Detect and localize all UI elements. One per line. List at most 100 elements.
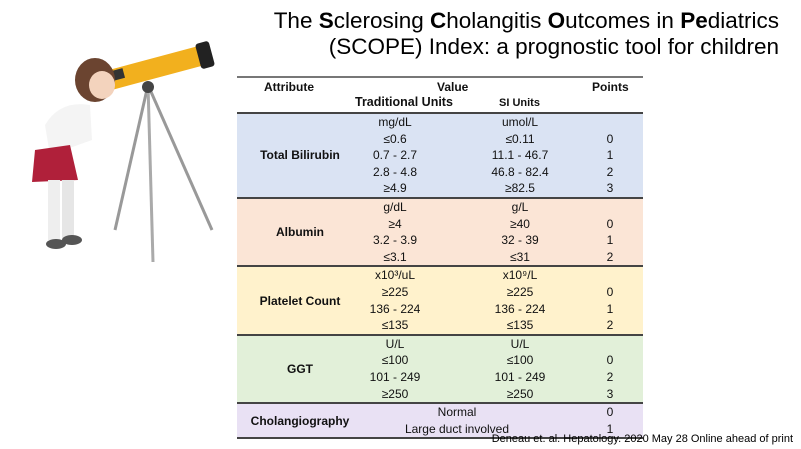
title-fragment: S	[318, 8, 334, 33]
points-cell: 1	[606, 301, 614, 316]
traditional-cell: ≤3.1	[383, 249, 407, 264]
table-top-rule	[237, 76, 643, 78]
traditional-cell: ≥4	[388, 216, 402, 231]
si-cell: 101 - 249	[494, 369, 546, 384]
si-cell: ≥250	[506, 386, 534, 401]
citation: Deneau et. al. Hepatology. 2020 May 28 O…	[491, 433, 793, 445]
points-cell: 0	[606, 131, 614, 146]
traditional-cell: ≤135	[381, 318, 409, 333]
attribute-label: Albumin	[276, 225, 324, 240]
si-cell: U/L	[510, 336, 530, 351]
si-cell: umol/L	[501, 115, 539, 129]
traditional-cell: ≥4.9	[383, 181, 407, 196]
table-body: Total Bilirubin mg/dL umol/L ≤0.6 ≤0.11 0 0.7 …	[237, 112, 643, 440]
table-row: g/dL g/L	[237, 199, 643, 216]
attribute-label: GGT	[287, 361, 313, 376]
header-points: Points	[592, 80, 629, 94]
si-cell: ≥225	[506, 284, 534, 299]
title-fragment: The	[273, 8, 319, 33]
table-row: mg/dL umol/L	[237, 114, 643, 131]
table-row: U/L U/L	[237, 336, 643, 353]
scope-index-table: Attribute Value Points Traditional Units…	[237, 76, 643, 440]
traditional-cell: ≥225	[381, 284, 409, 299]
title-fragment: O	[547, 8, 566, 33]
si-cell: ≤100	[506, 353, 534, 368]
points-cell: 2	[606, 369, 614, 384]
value-cell: Large duct involved	[404, 421, 510, 436]
points-cell: 1	[606, 233, 614, 248]
table-row: 0.7 - 2.7 11.1 - 46.7 1	[237, 147, 643, 164]
table-row: ≥225 ≥225 0	[237, 284, 643, 301]
si-cell: ≤135	[506, 318, 534, 333]
section-ggt: GGT U/L U/L ≤100 ≤100 0 101 - 249 101 - 249 2 ≥25…	[237, 335, 643, 405]
girl-with-telescope-illustration	[32, 41, 215, 263]
attribute-label: Total Bilirubin	[260, 148, 340, 163]
table-row: 2.8 - 4.8 46.8 - 82.4 2	[237, 164, 643, 181]
traditional-cell: ≤0.6	[383, 131, 407, 146]
si-cell: 11.1 - 46.7	[491, 148, 549, 163]
traditional-cell: 0.7 - 2.7	[372, 148, 418, 163]
si-cell: g/L	[511, 199, 529, 214]
si-cell: ≥40	[510, 216, 530, 231]
traditional-cell: 3.2 - 3.9	[372, 233, 418, 248]
si-cell: 32 - 39	[501, 233, 539, 248]
section-total-bilirubin: Total Bilirubin mg/dL umol/L ≤0.6 ≤0.11 0 0.7 …	[237, 114, 643, 199]
title-line-2: (SCOPE) Index: a prognostic tool for chi…	[328, 34, 779, 59]
traditional-cell: 101 - 249	[369, 369, 421, 384]
si-cell: 46.8 - 82.4	[491, 164, 549, 179]
title-fragment: C	[430, 8, 447, 33]
section-platelet-count: Platelet Count x10³/uL x10⁹/L ≥225 ≥225 0 136 …	[237, 267, 643, 336]
traditional-cell: x10³/uL	[374, 268, 416, 283]
table-row: ≤100 ≤100 0	[237, 352, 643, 369]
table-row: ≥4.9 ≥82.5 3	[237, 180, 643, 197]
table-row: 101 - 249 101 - 249 2	[237, 369, 643, 386]
traditional-cell: 2.8 - 4.8	[372, 164, 418, 179]
table-row: Large duct involved 1	[237, 421, 643, 438]
points-cell: 3	[606, 181, 614, 196]
header-value: Value	[437, 80, 469, 94]
section-albumin: Albumin g/dL g/L ≥4 ≥40 0 3.2 - 3.9 32 - 39 1 ≤3.…	[237, 198, 643, 268]
title-fragment: diatrics	[707, 8, 779, 33]
title-fragment: clerosing	[333, 8, 431, 33]
si-cell: ≤0.11	[505, 131, 535, 146]
traditional-cell: 136 - 224	[369, 301, 421, 316]
si-cell: ≤31	[510, 249, 530, 264]
table-row: 136 - 224 136 - 224 1	[237, 301, 643, 318]
points-cell: 3	[606, 386, 614, 401]
header-attribute: Attribute	[264, 80, 314, 94]
section-cholangiography: Cholangiography Normal 0 Large duct involve…	[237, 404, 643, 440]
points-cell: 0	[606, 353, 614, 368]
traditional-cell: U/L	[385, 336, 405, 351]
points-cell: 2	[606, 318, 614, 333]
points-cell: 0	[606, 284, 614, 299]
si-cell: 136 - 224	[494, 301, 546, 316]
traditional-cell: ≤100	[381, 353, 409, 368]
table-row: Normal 0	[237, 404, 643, 421]
title-fragment: Pe	[680, 8, 708, 33]
table-header: Attribute Value Points Traditional Units…	[237, 78, 643, 112]
si-cell: ≥82.5	[505, 181, 535, 196]
table-row: ≤135 ≤135 2	[237, 317, 643, 334]
traditional-cell: ≥250	[381, 386, 409, 401]
slide-title: The Sclerosing Cholangitis Outcomes in P…	[274, 8, 779, 60]
attribute-label: Cholangiography	[250, 413, 350, 428]
table-row: x10³/uL x10⁹/L	[237, 267, 643, 284]
table-row: 3.2 - 3.9 32 - 39 1	[237, 232, 643, 249]
table-row: ≥4 ≥40 0	[237, 216, 643, 233]
table-row: ≥250 ≥250 3	[237, 386, 643, 403]
header-traditional-units: Traditional Units	[355, 95, 453, 109]
table-row: ≤3.1 ≤31 2	[237, 249, 643, 266]
si-cell: x10⁹/L	[502, 268, 538, 283]
title-fragment: utcomes in	[565, 8, 681, 33]
points-cell: 1	[606, 148, 614, 163]
traditional-cell: g/dL	[383, 199, 407, 214]
points-cell: 2	[606, 164, 614, 179]
attribute-label: Platelet Count	[259, 293, 341, 308]
title-line-1: The Sclerosing Cholangitis Outcomes in P…	[274, 8, 779, 34]
girl-figure	[32, 58, 115, 249]
header-si-units: SI Units	[499, 97, 540, 109]
title-fragment: holangitis	[446, 8, 548, 33]
telescope-icon	[105, 41, 215, 263]
table-row: ≤0.6 ≤0.11 0	[237, 131, 643, 148]
traditional-cell: mg/dL	[378, 115, 412, 129]
